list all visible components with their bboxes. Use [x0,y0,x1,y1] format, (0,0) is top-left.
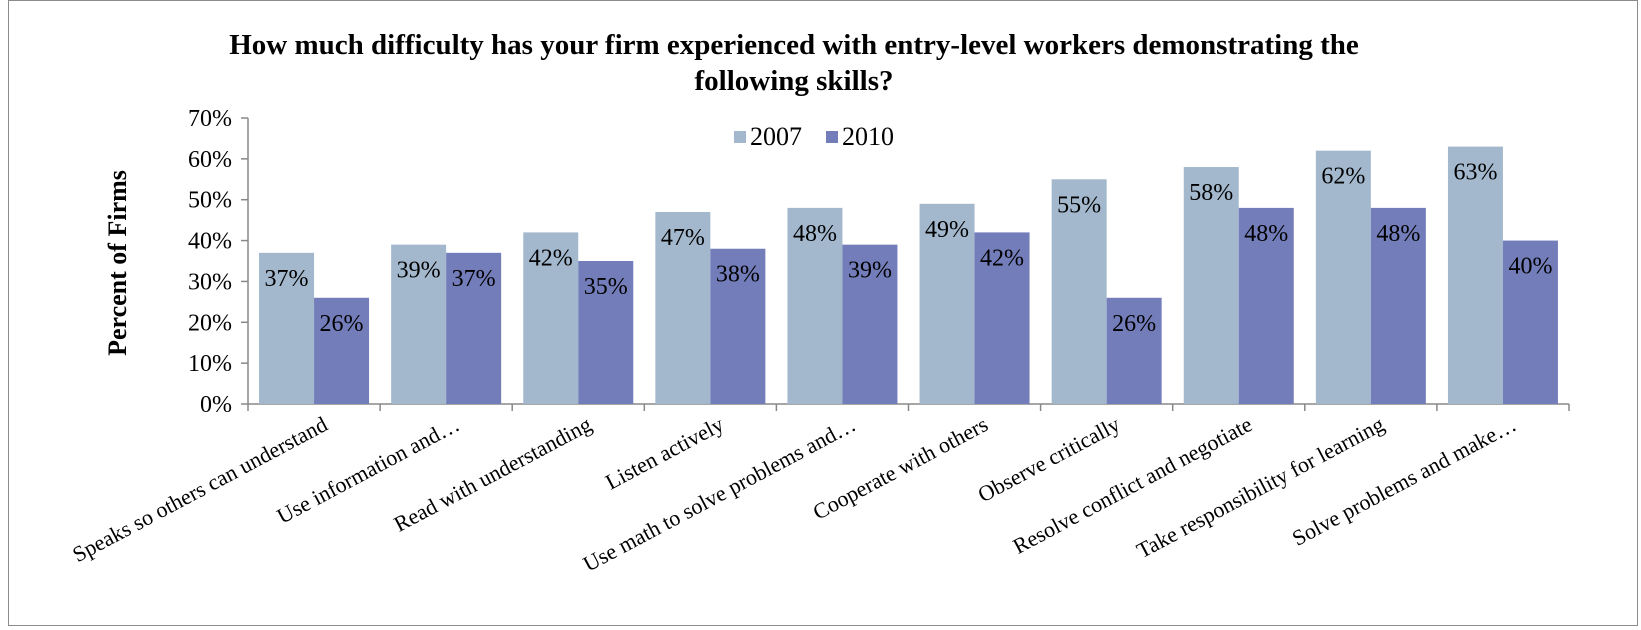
data-label-2007-1: 37% [265,266,309,292]
data-label-2007-10: 63% [1453,160,1497,186]
category-label: Resolve conflict and negotiate [1009,411,1256,558]
bar-2007-10 [1447,146,1503,404]
bar-2007-4 [655,211,711,404]
bar-2007-8 [1183,167,1239,404]
bar-2010-8 [1238,207,1294,404]
chart-title-line-2: following skills? [694,65,893,97]
bar-2007-7 [1051,179,1107,404]
chart-frame: How much difficulty has your firm experi… [8,0,1638,626]
data-label-2010-7: 26% [1112,311,1156,337]
y-tick-label: 40% [188,229,232,255]
y-tick-label: 20% [188,310,232,336]
bar-2010-7 [1106,297,1162,404]
legend-swatch-2007 [734,131,746,143]
bar-2007-6 [919,203,975,404]
data-label-2007-9: 62% [1321,164,1365,190]
data-label-2010-5: 39% [848,258,892,284]
data-label-2010-10: 40% [1508,254,1552,280]
y-tick-label: 10% [188,351,232,377]
y-tick-label: 60% [188,147,232,173]
bar-2010-5 [842,244,898,404]
legend-label-2007: 2007 [750,122,802,151]
bar-chart: How much difficulty has your firm experi… [68,29,1570,577]
plot-area: 0% 10% 20% 30% 40% 50% 60% 70% 37% 39% 42% 47% 48% 49… [68,106,1570,577]
bar-2010-1 [314,297,370,404]
y-tick-label: 70% [188,106,232,132]
bar-2007-1 [259,252,315,404]
data-label-2007-8: 58% [1189,180,1233,206]
data-label-2007-6: 49% [925,217,969,243]
data-label-2007-5: 48% [793,221,837,247]
y-tick-label: 30% [188,269,232,295]
bar-2010-10 [1502,240,1558,404]
bar-2010-6 [974,232,1030,404]
bar-2010-2 [446,252,502,404]
bar-2007-3 [523,232,579,404]
category-label: Solve problems and make… [1288,411,1520,550]
bar-2007-9 [1315,150,1371,404]
y-tick-label: 50% [188,188,232,214]
bar-2010-9 [1370,207,1426,404]
bar-2007-2 [391,244,447,404]
category-label: Take responsibility for learning [1132,411,1388,563]
data-label-2010-2: 37% [452,266,496,292]
bar-2010-4 [710,248,766,404]
data-label-2010-3: 35% [584,274,628,300]
y-tick-label: 0% [200,392,232,418]
data-label-2010-8: 48% [1244,221,1288,247]
legend-swatch-2010 [826,131,838,143]
data-label-2007-3: 42% [529,245,573,271]
data-label-2010-9: 48% [1376,221,1420,247]
chart-title-line-1: How much difficulty has your firm experi… [229,29,1359,61]
legend-label-2010: 2010 [842,122,894,151]
data-label-2010-4: 38% [716,262,760,288]
data-label-2010-6: 42% [980,245,1024,271]
data-label-2010-1: 26% [320,311,364,337]
data-label-2007-7: 55% [1057,192,1101,218]
y-axis-title: Percent of Firms [103,170,132,356]
bar-2010-3 [578,261,634,404]
data-label-2007-2: 39% [397,258,441,284]
category-label: Listen actively [601,411,728,494]
category-label: Speaks so others can understand [68,411,331,567]
data-label-2007-4: 47% [661,225,705,251]
bar-2007-5 [787,207,843,404]
